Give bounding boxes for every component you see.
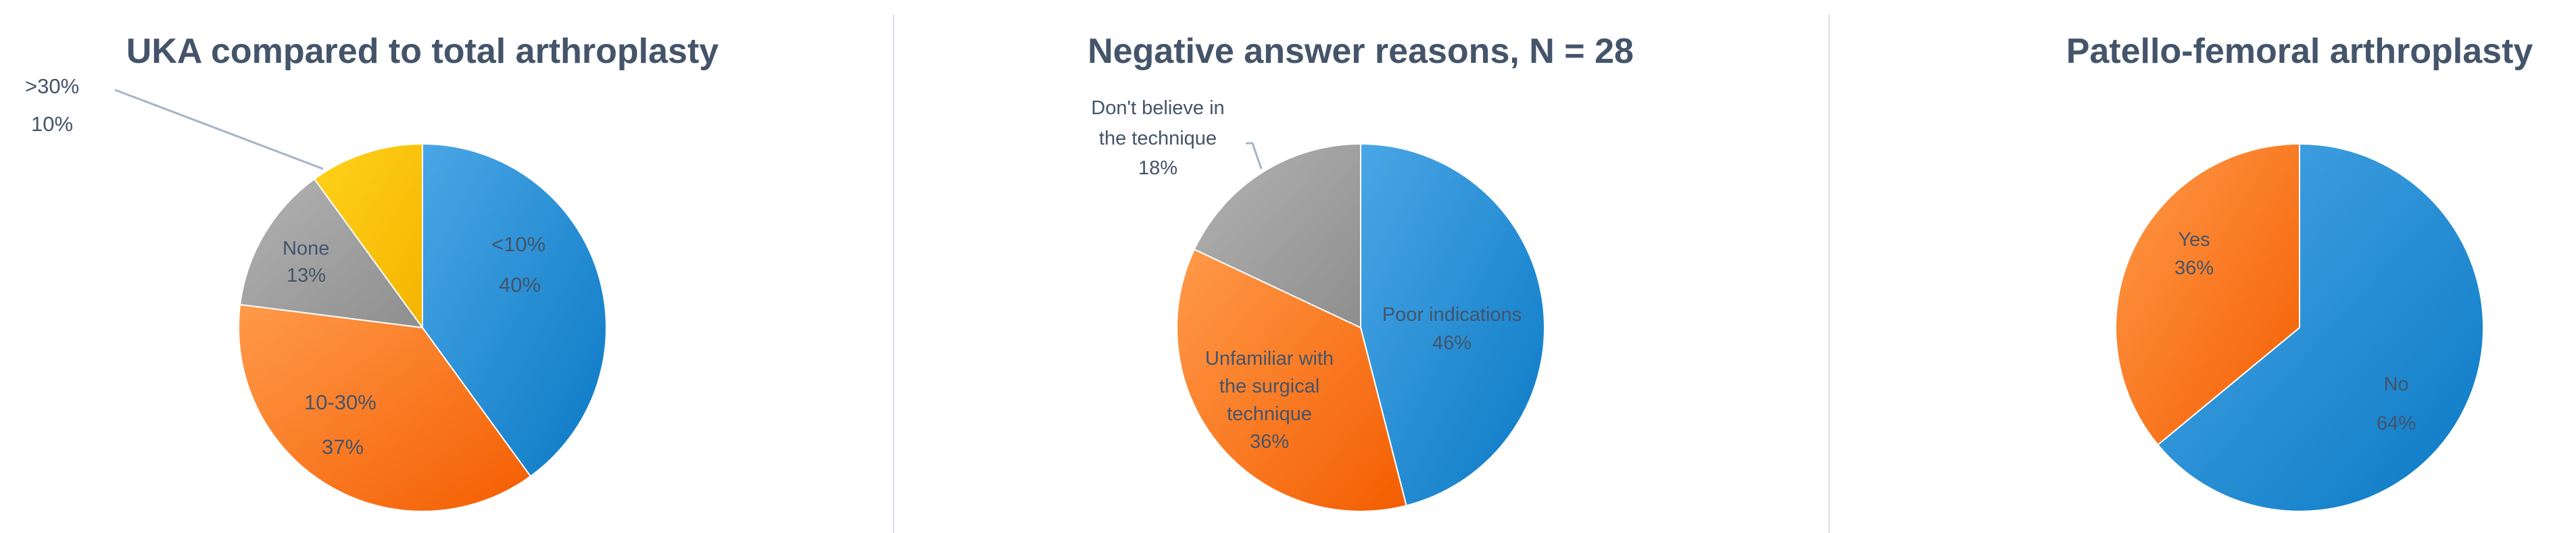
pie-slice [2157, 143, 2484, 512]
slice-value: 10% [31, 112, 73, 136]
slice-label: No [2383, 374, 2408, 395]
slice-label-line: Don't believe in [1091, 97, 1224, 119]
pie-slice [238, 303, 532, 512]
pie-slice [1193, 143, 1361, 329]
chart-title: Patello-femoral arthroplasty [2066, 32, 2533, 71]
pie-slice [422, 143, 607, 478]
slice-label: 10-30% [304, 390, 376, 414]
pie-slices [1176, 143, 1545, 512]
pie-chart-patello-femoral: Patello-femoral arthroplasty No 64% Yes … [2066, 32, 2533, 512]
pie-slice [1360, 143, 1545, 507]
slice-value: 36% [2174, 257, 2214, 279]
slice-label-line: the technique [1099, 128, 1217, 149]
slice-label: Yes [2178, 229, 2210, 251]
slice-label-line: technique [1227, 403, 1312, 425]
pie-slices [2115, 143, 2484, 512]
pie-slice [2115, 143, 2300, 446]
pie-slice [1176, 248, 1407, 512]
slice-value: 64% [2377, 413, 2416, 434]
slice-value: 13% [287, 265, 326, 286]
pie-slice [239, 178, 424, 329]
slice-value: 36% [1250, 431, 1289, 453]
pie-slices [238, 143, 607, 512]
slice-label: None [283, 238, 329, 259]
pie-slice [313, 143, 423, 330]
slice-label-line: the surgical [1219, 376, 1319, 397]
chart-title: UKA compared to total arthroplasty [126, 32, 719, 71]
slice-value: 46% [1432, 332, 1472, 354]
slice-label: Unfamiliar with [1205, 348, 1334, 370]
slice-value: 40% [499, 273, 541, 297]
chart-title: Negative answer reasons, N = 28 [1088, 32, 1634, 71]
slice-value: 18% [1138, 157, 1177, 179]
pie-chart-negative-reasons: Negative answer reasons, N = 28 Poor ind… [1088, 32, 1634, 512]
slice-value: 37% [322, 435, 364, 459]
leader-line [114, 88, 324, 170]
pie-chart-uka: UKA compared to total arthroplasty <10% … [25, 32, 719, 512]
slice-label: >30% [25, 74, 79, 98]
slice-label: Poor indications [1382, 304, 1522, 326]
slice-label: <10% [491, 232, 545, 256]
leader-line [1246, 142, 1263, 170]
